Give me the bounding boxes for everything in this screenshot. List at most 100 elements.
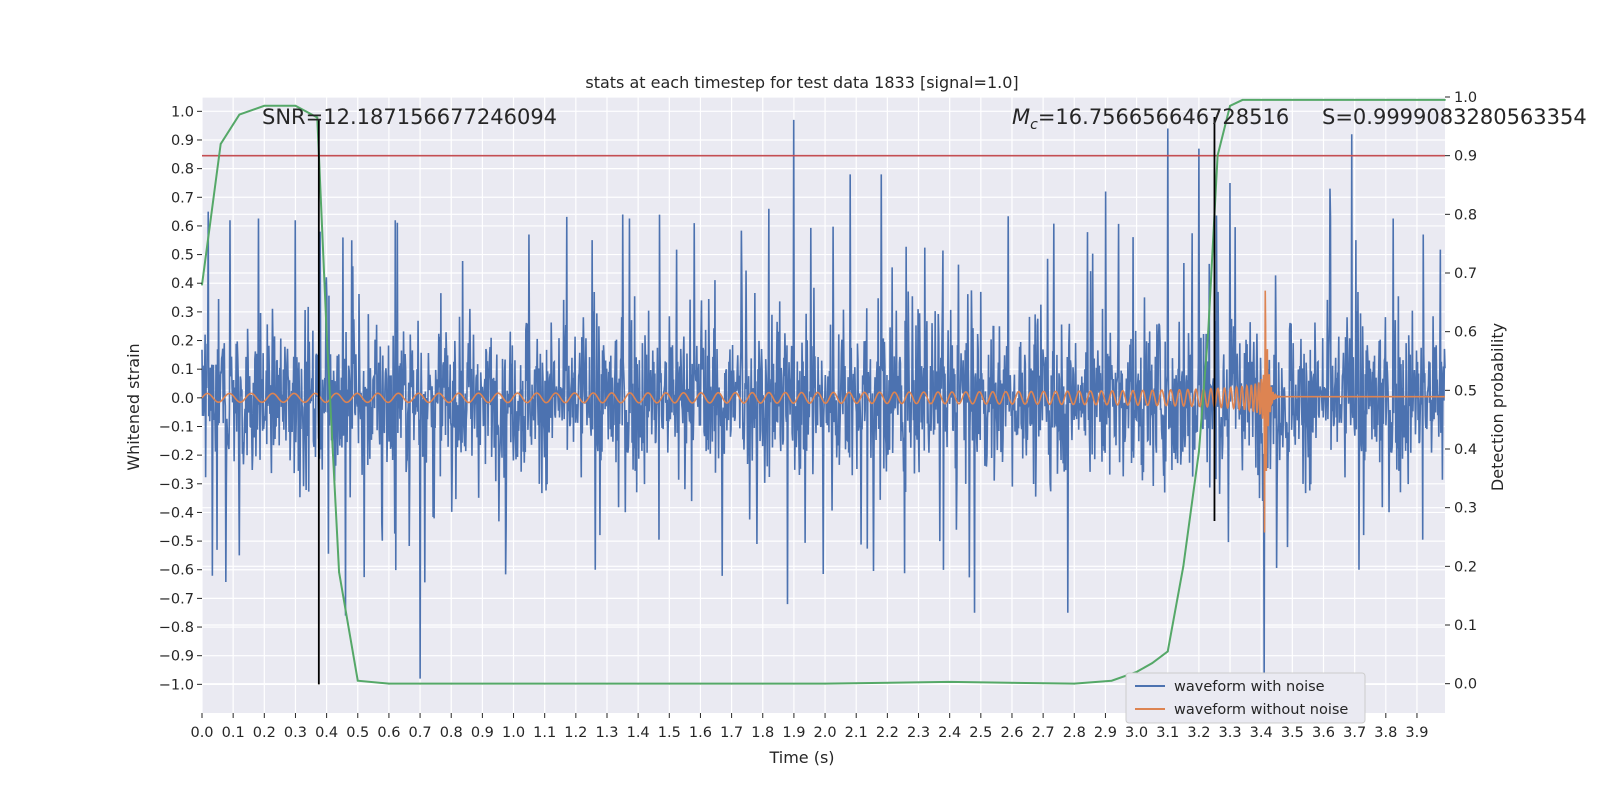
legend-label-clean: waveform without noise [1174, 702, 1348, 718]
left-y-tick-label: −0.7 [159, 591, 194, 607]
x-tick-label: 3.6 [1312, 725, 1335, 741]
x-tick-label: 0.8 [440, 725, 463, 741]
right-y-tick-label: 0.1 [1454, 618, 1477, 634]
x-tick-label: 1.0 [502, 725, 525, 741]
chirp-mass-subscript: c [1030, 117, 1038, 133]
series-waveform-without-noise [201, 290, 1445, 533]
left-y-tick-label: 0.1 [171, 362, 194, 378]
probability-point [824, 682, 826, 685]
x-tick-label: 3.9 [1405, 725, 1428, 741]
x-tick-label: 0.1 [222, 725, 245, 741]
left-y-tick-label: 0.5 [171, 248, 194, 264]
probability-point [948, 681, 951, 683]
probability-point [1135, 671, 1138, 673]
x-tick-label: 3.8 [1374, 725, 1397, 741]
left-y-tick-label: 1.0 [171, 104, 194, 120]
x-tick-label: 0.0 [190, 725, 213, 741]
left-y-tick-label: −0.8 [159, 620, 194, 636]
x-tick-label: 1.3 [595, 725, 618, 741]
probability-point [450, 682, 453, 685]
x-tick-label: 0.6 [377, 725, 400, 741]
probability-point [1444, 99, 1446, 101]
left-y-tick-label: 0.6 [171, 219, 194, 235]
x-tick-label: 1.7 [720, 725, 743, 741]
left-y-tick-label: −0.2 [159, 448, 194, 464]
probability-point [219, 143, 222, 145]
x-tick-label: 3.5 [1281, 725, 1304, 741]
x-tick-label: 0.5 [346, 725, 369, 741]
right-y-tick-label: 0.3 [1454, 501, 1477, 517]
left-y-tick-label: 0.9 [171, 133, 194, 149]
x-tick-label: 3.1 [1156, 725, 1179, 741]
x-tick-label: 1.6 [689, 725, 712, 741]
left-y-tick-label: −0.3 [159, 477, 194, 493]
right-y-tick-label: 0.4 [1454, 442, 1477, 458]
left-y-tick-label: 0.0 [171, 391, 194, 407]
chart-title: stats at each timestep for test data 183… [585, 73, 1018, 92]
probability-point [1241, 99, 1244, 101]
chirp-mass-annotation: Mc=16.756656646728516 [1012, 105, 1289, 133]
legend: waveform with noise waveform without noi… [1125, 672, 1366, 724]
x-tick-label: 3.3 [1219, 725, 1242, 741]
probability-point [1110, 679, 1113, 682]
probability-point [201, 283, 203, 286]
x-tick-label: 1.8 [751, 725, 774, 741]
x-tick-label: 2.1 [845, 725, 868, 741]
x-tick-label: 2.3 [907, 725, 930, 741]
x-tick-label: 2.6 [1000, 725, 1023, 741]
right-y-tick-label: 0.8 [1454, 207, 1477, 223]
left-y-tick-label: 0.7 [171, 190, 194, 206]
probability-point [238, 113, 241, 116]
probability-point [1197, 451, 1200, 453]
probability-point [1216, 154, 1219, 157]
x-tick-label: 1.2 [564, 725, 587, 741]
probability-point [263, 104, 266, 107]
x-tick-label: 2.5 [969, 725, 992, 741]
x-axis-ticks: 0.0 0.1 0.2 0.3 0.4 0.5 0.6 0.7 0.8 0.9 1.0 1.1 1.2 1… [190, 713, 1428, 741]
x-tick-label: 2.8 [1063, 725, 1086, 741]
x-tick-label: 2.2 [876, 725, 899, 741]
probability-point [338, 571, 340, 574]
x-tick-label: 1.5 [658, 725, 681, 741]
x-tick-label: 1.4 [627, 725, 650, 741]
left-y-tick-label: −0.9 [159, 649, 194, 665]
left-y-axis-ticks: 1.0 0.9 0.8 0.7 0.6 0.5 0.4 0.3 0.2 0.1 0.0 −0.1 −0.… [159, 104, 202, 693]
x-tick-label: 0.2 [253, 725, 276, 741]
left-y-axis-label: Whitened strain [124, 343, 143, 470]
series-detection-probability [201, 98, 1445, 685]
probability-point [388, 682, 390, 685]
s-annotation: S=0.9999083280563354 [1322, 105, 1587, 129]
probability-point [356, 679, 359, 682]
probability-point [1073, 682, 1076, 685]
probability-point [1229, 104, 1231, 107]
x-tick-label: 1.1 [533, 725, 556, 741]
probability-point [316, 116, 319, 119]
chirp-mass-symbol: M [1012, 105, 1030, 129]
left-y-tick-label: 0.8 [171, 162, 194, 178]
left-y-tick-label: 0.3 [171, 305, 194, 321]
x-tick-label: 2.9 [1094, 725, 1117, 741]
x-tick-label: 0.4 [315, 725, 338, 741]
x-tick-label: 3.4 [1250, 725, 1273, 741]
x-tick-label: 2.7 [1032, 725, 1055, 741]
probability-point [1166, 650, 1169, 653]
right-y-axis-label: Detection probability [1488, 323, 1507, 491]
probability-point [1182, 565, 1185, 568]
x-axis-label: Time (s) [768, 748, 834, 767]
x-tick-label: 1.9 [782, 725, 805, 741]
chirp-mass-value: =16.756656646728516 [1038, 105, 1289, 129]
x-tick-label: 3.0 [1125, 725, 1148, 741]
probability-point [325, 330, 328, 333]
snr-annotation: SNR=12.187156677246094 [262, 105, 557, 129]
probability-point [1151, 662, 1154, 665]
x-tick-label: 3.7 [1343, 725, 1366, 741]
series-waveform-with-noise [201, 119, 1446, 679]
x-tick-label: 2.4 [938, 725, 961, 741]
left-y-tick-label: −0.5 [159, 534, 194, 550]
plot-lines [201, 98, 1446, 685]
x-tick-label: 2.0 [814, 725, 837, 741]
probability-point [294, 104, 297, 107]
left-y-tick-label: 0.2 [171, 334, 194, 350]
left-y-tick-label: 0.4 [171, 276, 194, 292]
